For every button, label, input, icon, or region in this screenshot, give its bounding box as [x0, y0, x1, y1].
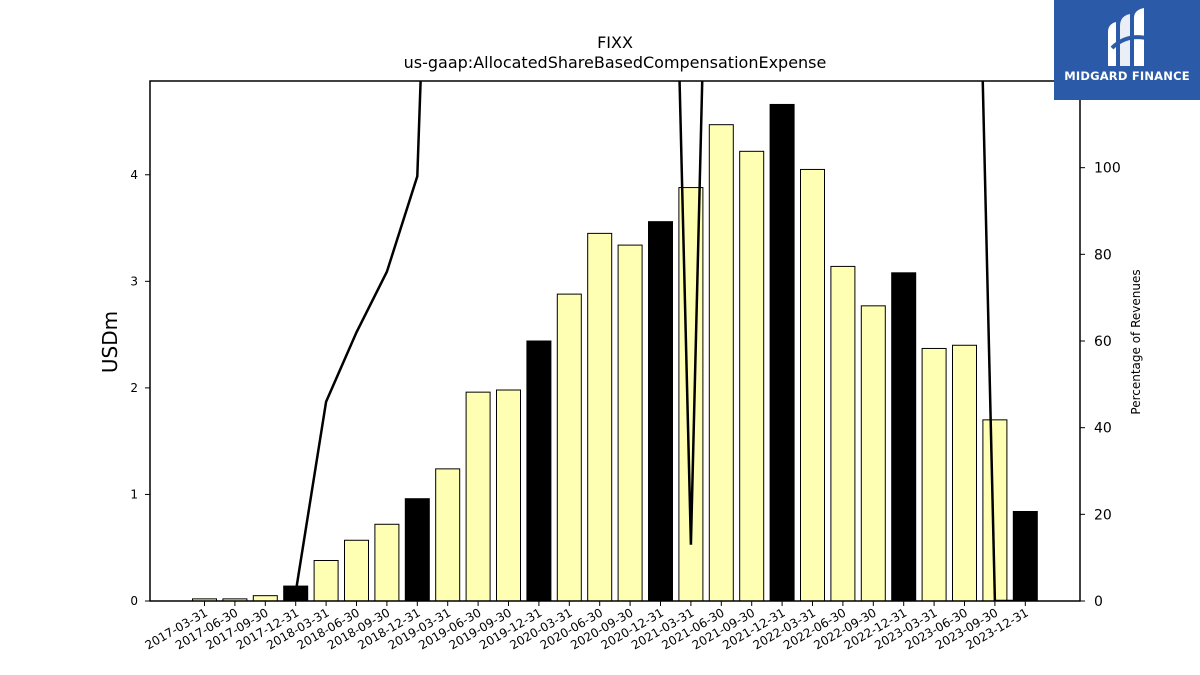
bar [769, 103, 795, 602]
bar [860, 305, 886, 602]
bar [891, 272, 917, 602]
y-right-tick-label: 40 [1094, 421, 1112, 437]
bar [648, 221, 673, 602]
bar [344, 539, 369, 602]
series-line [294, 81, 1026, 601]
bar [800, 168, 825, 602]
y-axis-label-right: Percentage of Revenues [1129, 269, 1143, 414]
bar [739, 150, 765, 602]
x-axis-ticks: 2017-03-312017-06-302017-09-302017-12-31… [143, 601, 1031, 652]
brand-logo: MIDGARD FINANCE [1054, 0, 1200, 100]
bar [252, 595, 278, 602]
bar [1012, 510, 1038, 602]
bar [374, 523, 400, 602]
chart-title: FIXX [597, 33, 633, 52]
bar [830, 265, 856, 602]
bar [496, 389, 521, 602]
left-axis-ticks: 0 1 2 3 4 [130, 168, 150, 608]
bar [587, 232, 613, 602]
bar-group [192, 103, 1038, 602]
y-tick-label: 1 [130, 487, 138, 501]
y-right-tick-label: 0 [1094, 594, 1103, 610]
logo-text: MIDGARD FINANCE [1064, 69, 1190, 83]
logo-mark-icon [1108, 8, 1147, 66]
bar [921, 347, 947, 602]
y-right-tick-label: 60 [1094, 334, 1112, 350]
bar [617, 244, 643, 602]
y-tick-label: 2 [130, 381, 138, 395]
y-axis-label: USDm [98, 311, 122, 373]
bar [435, 468, 461, 602]
bar [708, 124, 734, 602]
bar [313, 560, 339, 602]
chart-subtitle: us-gaap:AllocatedShareBasedCompensationE… [404, 53, 827, 72]
y-tick-label: 0 [130, 594, 138, 608]
right-axis-ticks: 0 20 40 60 80 100 [1080, 161, 1121, 610]
bar [952, 344, 977, 602]
bar [404, 498, 430, 602]
bar [556, 293, 582, 602]
bar [465, 391, 491, 602]
y-tick-label: 3 [130, 274, 138, 288]
y-tick-label: 4 [130, 168, 138, 182]
bar [526, 340, 552, 602]
y-right-tick-label: 80 [1094, 247, 1112, 263]
line-group [294, 81, 1026, 601]
y-right-tick-label: 20 [1094, 507, 1112, 523]
y-right-tick-label: 100 [1094, 161, 1121, 177]
